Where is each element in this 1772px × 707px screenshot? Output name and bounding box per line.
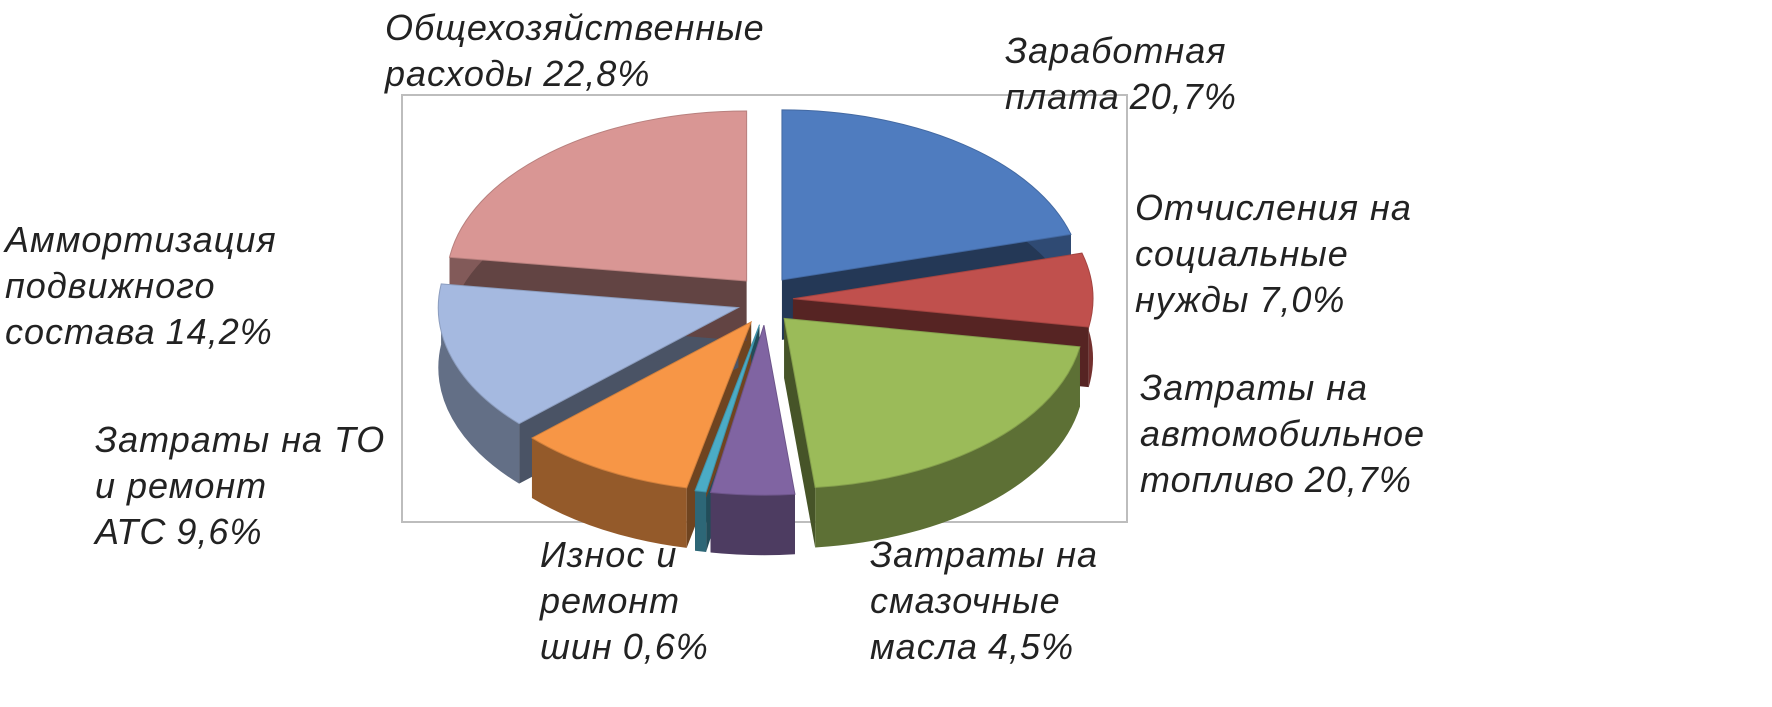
slice [783,317,1081,488]
category-name: Отчисления на социальные нужды [1135,187,1412,320]
slice [448,110,748,282]
value-label: 14,2% [165,311,273,352]
category-name: Аммортизация подвижного состава [5,219,277,352]
slice-outer-side [815,346,1080,548]
category-name: Износ и ремонт шин [540,534,681,667]
slice [781,109,1072,281]
category-name: Затраты на смазочные масла [870,534,1099,667]
category-name: Затраты на ТО и ремонт АТС [95,419,386,552]
value-label: 9,6% [176,511,263,552]
category-name: Общехозяйственные расходы [385,7,765,94]
slice [694,324,760,493]
value-label: 20,7% [1304,459,1412,500]
value-label: 7,0% [1259,279,1346,320]
slice-label: Износ и ремонт шин 0,6% [540,532,800,670]
slice [792,252,1094,328]
slice [437,283,741,425]
slice-label: Аммортизация подвижного состава 14,2% [5,217,425,355]
category-name: Затраты на автомобильное топливо [1140,367,1426,500]
slice-label: Отчисления на социальные нужды 7,0% [1135,185,1535,323]
value-label: 22,8% [543,53,651,94]
value-label: 20,7% [1129,76,1237,117]
slice-label: Затраты на автомобильное топливо 20,7% [1140,365,1560,503]
slice-outer-side [531,437,687,548]
slice-outer-side [695,490,707,552]
slice-outer-side [710,492,795,556]
slice-radial-side [784,318,816,548]
slice [709,325,796,496]
value-label: 0,6% [622,626,709,667]
value-label: 4,5% [988,626,1075,667]
slice-label: Затраты на ТО и ремонт АТС 9,6% [95,417,415,555]
slice-outer-side [438,283,520,484]
category-name: Заработная плата [1005,30,1227,117]
slice [530,320,753,489]
slice-label: Заработная плата 20,7% [1005,28,1237,120]
slice-label: Общехозяйственные расходы 22,8% [385,5,764,97]
slice-label: Затраты на смазочные масла 4,5% [870,532,1230,670]
